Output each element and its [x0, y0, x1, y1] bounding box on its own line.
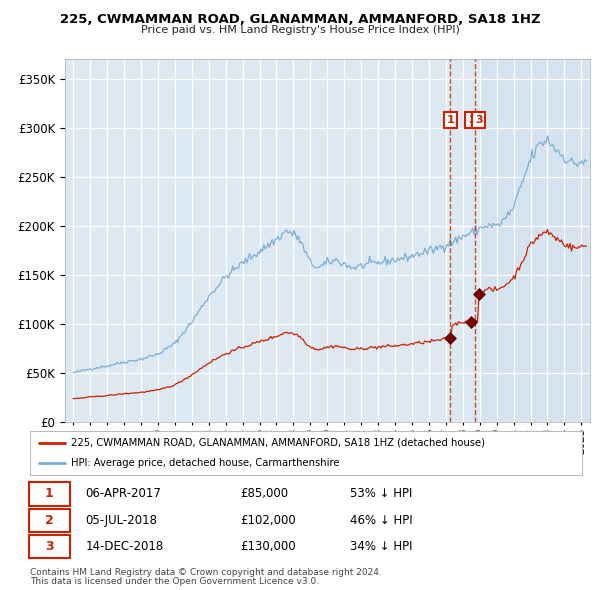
Text: 225, CWMAMMAN ROAD, GLANAMMAN, AMMANFORD, SA18 1HZ: 225, CWMAMMAN ROAD, GLANAMMAN, AMMANFORD… [59, 13, 541, 26]
Text: £102,000: £102,000 [240, 514, 296, 527]
Text: 2: 2 [468, 115, 476, 125]
FancyBboxPatch shape [29, 509, 70, 532]
Text: 46% ↓ HPI: 46% ↓ HPI [350, 514, 413, 527]
Text: Contains HM Land Registry data © Crown copyright and database right 2024.: Contains HM Land Registry data © Crown c… [30, 568, 382, 576]
Text: 53% ↓ HPI: 53% ↓ HPI [350, 487, 413, 500]
Text: £85,000: £85,000 [240, 487, 288, 500]
Text: This data is licensed under the Open Government Licence v3.0.: This data is licensed under the Open Gov… [30, 577, 319, 586]
Text: 225, CWMAMMAN ROAD, GLANAMMAN, AMMANFORD, SA18 1HZ (detached house): 225, CWMAMMAN ROAD, GLANAMMAN, AMMANFORD… [71, 438, 485, 448]
Text: 06-APR-2017: 06-APR-2017 [85, 487, 161, 500]
Text: £130,000: £130,000 [240, 540, 295, 553]
Text: Price paid vs. HM Land Registry's House Price Index (HPI): Price paid vs. HM Land Registry's House … [140, 25, 460, 35]
Text: 14-DEC-2018: 14-DEC-2018 [85, 540, 163, 553]
Bar [480, 59, 590, 422]
FancyBboxPatch shape [29, 535, 70, 558]
Text: 05-JUL-2018: 05-JUL-2018 [85, 514, 157, 527]
Text: 3: 3 [45, 540, 53, 553]
Text: HPI: Average price, detached house, Carmarthenshire: HPI: Average price, detached house, Carm… [71, 458, 340, 468]
Text: 1: 1 [446, 115, 454, 125]
Text: 1: 1 [45, 487, 53, 500]
FancyBboxPatch shape [29, 483, 70, 506]
Text: 34% ↓ HPI: 34% ↓ HPI [350, 540, 413, 553]
Text: 2: 2 [45, 514, 53, 527]
Text: 3: 3 [475, 115, 482, 125]
